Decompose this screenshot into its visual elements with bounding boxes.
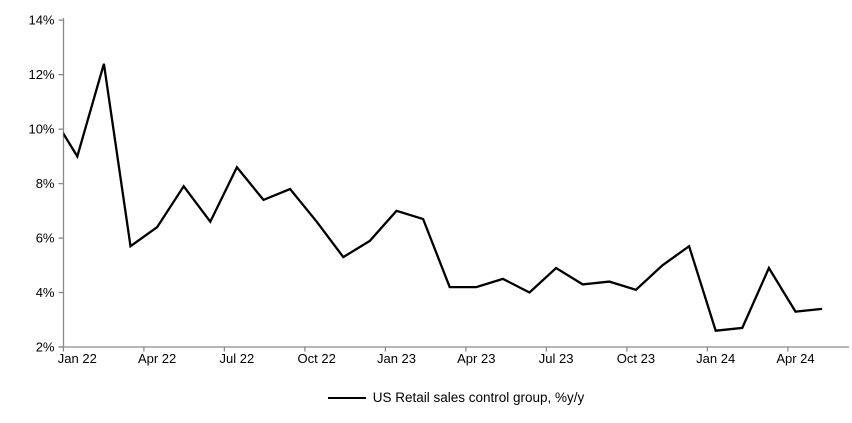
y-tick-label: 8% (36, 176, 55, 191)
legend-line-swatch (327, 396, 366, 400)
x-tick-label: Apr 23 (457, 351, 495, 366)
legend: US Retail sales control group, %y/y (63, 389, 849, 407)
x-tick-label: Jan 24 (696, 351, 735, 366)
y-tick-label: 2% (36, 340, 55, 355)
x-tick-label: Apr 24 (776, 351, 814, 366)
x-tick-label: Oct 23 (617, 351, 655, 366)
legend-label: US Retail sales control group, %y/y (372, 389, 585, 405)
y-tick-label: 4% (36, 285, 55, 300)
y-tick-label: 14% (28, 13, 54, 28)
x-tick-label: Jul 22 (220, 351, 255, 366)
x-tick-label: Oct 22 (298, 351, 336, 366)
x-tick-label: Jan 22 (58, 351, 97, 366)
x-tick-label: Jul 23 (539, 351, 574, 366)
series-line (63, 63, 823, 332)
y-tick-label: 6% (36, 231, 55, 246)
x-tick-label: Apr 22 (138, 351, 176, 366)
y-tick-label: 12% (28, 67, 54, 82)
y-tick-label: 10% (28, 122, 54, 137)
x-tick-label: Jan 23 (377, 351, 416, 366)
